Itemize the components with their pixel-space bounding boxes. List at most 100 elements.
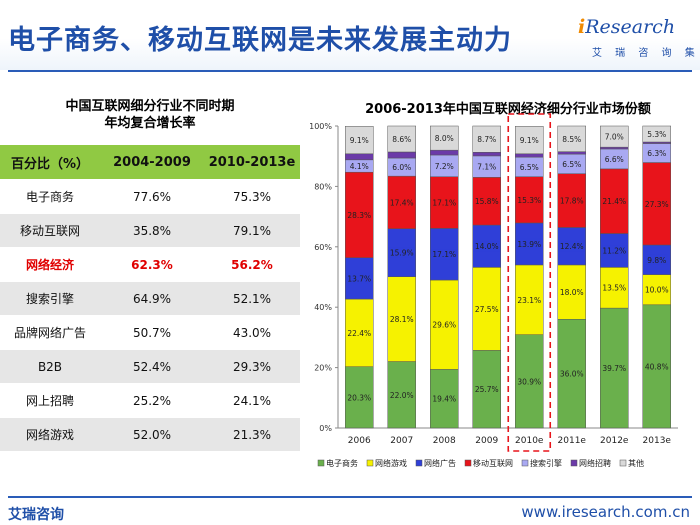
table-row-label: 电子商务 [0,179,100,214]
data-label-bg [473,303,501,314]
y-tick-label: 0% [319,424,332,433]
x-tick-label: 2009 [475,436,498,446]
data-label-bg [430,319,458,330]
logo-word-rest: Research [585,16,676,38]
x-tick-label: 2006 [348,436,371,446]
legend-item: 其他 [628,458,644,468]
data-label: 11.2% [602,246,626,255]
data-label-bg [600,282,628,293]
data-label: 17.8% [560,197,584,206]
data-label: 25.7% [475,385,499,394]
data-label: 22.4% [347,329,371,338]
table-cell: 50.7% [100,315,204,350]
table-row-label: 搜索引擎 [0,281,100,316]
legend-swatch [415,459,423,467]
x-tick-label: 2008 [433,436,456,446]
data-label-bg [430,197,458,208]
table-row: 品牌网络广告 50.7% 43.0% [0,315,300,350]
table-cell: 77.6% [100,179,204,214]
data-label-bg [560,158,583,169]
data-label-bg [515,194,543,205]
data-label: 6.0% [392,163,411,172]
legend-item: 网络广告 [424,458,456,468]
data-label: 4.1% [350,162,369,171]
data-label: 6.5% [520,163,539,172]
data-label-bg [600,196,628,207]
data-label-bg [348,161,371,172]
table-header-cell: 2004-2009 [100,145,204,180]
table-cell: 29.3% [204,349,300,384]
data-label: 29.6% [432,321,456,330]
table-cell: 35.8% [100,213,204,248]
data-label-bg [558,195,586,206]
y-tick-label: 60% [314,243,332,252]
table-title-line2: 年均复合增长率 [104,116,196,131]
footer-url[interactable]: www.iresearch.com.cn [521,503,690,521]
bar-segment [557,151,586,155]
data-label: 6.3% [647,149,666,158]
data-label: 10.0% [645,286,669,295]
data-label-bg [390,133,413,144]
legend-swatch [570,459,578,467]
data-label: 21.4% [602,197,626,206]
data-label: 39.7% [602,364,626,373]
data-label: 8.7% [477,135,496,144]
data-label: 17.1% [432,250,456,259]
table-cell: 62.3% [100,247,204,282]
table-cell: 21.3% [204,417,300,452]
data-label: 18.0% [560,288,584,297]
data-label-bg [515,376,543,387]
data-label: 13.7% [347,274,371,283]
bar-segment [345,153,374,161]
table-row: 电子商务 77.6% 75.3% [0,179,300,214]
table-title-line1: 中国互联网细分行业不同时期 [65,99,235,114]
legend-item: 网络招聘 [579,458,611,468]
y-tick-label: 40% [314,303,332,312]
data-label-bg [558,241,586,252]
table-row-label: B2B [0,349,100,384]
data-label: 40.8% [645,362,669,371]
growth-rate-table: 百分比（%） 2004-2009 2010-2013e 电子商务 77.6% 75.… [0,145,300,452]
table-row: 网络游戏 52.0% 21.3% [0,417,300,452]
market-share-chart: 0% 20% 40% 60% 80% 100% 20.3% 22.4% 13.7% 28.3% 4.… [309,113,678,468]
table-cell: 43.0% [204,315,300,350]
data-label: 27.5% [475,305,499,314]
data-label-bg [388,247,416,258]
table-row-label: 网络游戏 [0,417,100,452]
data-label: 15.3% [517,196,541,205]
legend-swatch [317,459,325,467]
logo-i: i [578,16,586,38]
data-label: 17.1% [432,199,456,208]
bar-segment [387,151,416,159]
logo-subtitle: 艾 瑞 咨 询 集 团 [592,48,700,59]
y-tick-label: 20% [314,364,332,373]
data-label-bg [345,209,373,220]
table-header-row: 百分比（%） 2004-2009 2010-2013e [0,145,300,180]
data-label-bg [345,392,373,403]
data-label: 13.5% [602,284,626,293]
table-cell: 79.1% [204,213,300,248]
data-label: 8.6% [392,135,411,144]
table-cell: 56.2% [204,247,300,282]
iresearch-logo: iResearch 艾 瑞 咨 询 集 团 [578,16,700,64]
table-title: 中国互联网细分行业不同时期 年均复合增长率 [0,98,300,132]
data-label-bg [515,294,543,305]
legend-swatch [464,459,472,467]
logo-wordmark: iResearch [578,16,675,38]
table-row: 搜索引擎 64.9% 52.1% [0,281,300,316]
data-label-bg [388,197,416,208]
legend-swatch [366,459,374,467]
table-row: 移动互联网 35.8% 79.1% [0,213,300,248]
table-row: B2B 52.4% 29.3% [0,349,300,384]
data-label-bg [475,134,498,145]
data-label: 23.1% [517,296,541,305]
data-label-bg [473,196,501,207]
data-label-bg [558,287,586,298]
data-label: 6.6% [605,155,624,164]
data-label-bg [473,241,501,252]
data-label-bg [558,368,586,379]
table-cell: 75.3% [204,179,300,214]
data-label: 7.1% [477,163,496,172]
data-label: 15.8% [475,197,499,206]
data-label-bg [643,361,671,372]
